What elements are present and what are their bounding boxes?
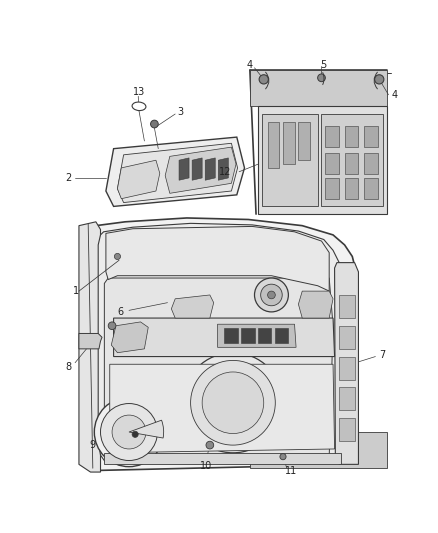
Polygon shape xyxy=(192,158,202,180)
Circle shape xyxy=(261,284,282,306)
Text: 11: 11 xyxy=(285,465,297,475)
Polygon shape xyxy=(325,126,339,147)
Circle shape xyxy=(280,454,286,460)
Text: 5: 5 xyxy=(321,60,327,70)
Text: 12: 12 xyxy=(219,167,231,177)
Circle shape xyxy=(191,360,276,445)
Polygon shape xyxy=(335,263,358,464)
Polygon shape xyxy=(275,328,288,343)
Circle shape xyxy=(259,75,268,84)
Polygon shape xyxy=(364,178,378,199)
Circle shape xyxy=(268,291,276,299)
Polygon shape xyxy=(339,295,355,318)
Text: 1: 1 xyxy=(73,286,79,296)
Circle shape xyxy=(114,253,120,260)
Text: 4: 4 xyxy=(247,61,253,70)
Polygon shape xyxy=(171,295,214,318)
Polygon shape xyxy=(104,278,333,457)
Polygon shape xyxy=(110,364,335,453)
Polygon shape xyxy=(224,328,237,343)
Circle shape xyxy=(206,441,214,449)
Polygon shape xyxy=(179,158,189,180)
Polygon shape xyxy=(345,152,358,174)
Circle shape xyxy=(151,120,158,128)
Circle shape xyxy=(202,372,264,433)
Polygon shape xyxy=(298,122,310,160)
Polygon shape xyxy=(298,291,333,318)
Text: 2: 2 xyxy=(65,173,71,183)
Polygon shape xyxy=(79,222,100,472)
Circle shape xyxy=(100,403,158,461)
Polygon shape xyxy=(113,318,335,357)
Circle shape xyxy=(108,322,116,329)
Polygon shape xyxy=(268,122,279,168)
Polygon shape xyxy=(325,152,339,174)
Text: 13: 13 xyxy=(133,87,145,98)
Polygon shape xyxy=(345,178,358,199)
Polygon shape xyxy=(218,324,296,348)
Polygon shape xyxy=(339,418,355,441)
Circle shape xyxy=(112,415,146,449)
Circle shape xyxy=(94,398,164,467)
Text: 6: 6 xyxy=(117,307,124,317)
Circle shape xyxy=(132,431,138,438)
Polygon shape xyxy=(106,227,329,291)
Text: 4: 4 xyxy=(392,90,398,100)
Polygon shape xyxy=(345,126,358,147)
Circle shape xyxy=(318,74,325,82)
Circle shape xyxy=(254,278,288,312)
Polygon shape xyxy=(262,114,318,206)
Polygon shape xyxy=(325,178,339,199)
Polygon shape xyxy=(103,453,341,464)
Polygon shape xyxy=(339,326,355,349)
Text: 7: 7 xyxy=(379,350,385,360)
Polygon shape xyxy=(250,70,387,106)
Text: 9: 9 xyxy=(90,440,96,450)
Polygon shape xyxy=(339,387,355,410)
Polygon shape xyxy=(117,143,237,203)
Polygon shape xyxy=(240,328,254,343)
Polygon shape xyxy=(165,147,236,193)
Text: 10: 10 xyxy=(200,461,212,471)
Polygon shape xyxy=(283,122,294,164)
Polygon shape xyxy=(106,137,244,206)
Polygon shape xyxy=(339,357,355,379)
Polygon shape xyxy=(98,223,341,463)
Text: 8: 8 xyxy=(65,361,71,372)
Polygon shape xyxy=(364,126,378,147)
Text: 3: 3 xyxy=(177,107,184,117)
Polygon shape xyxy=(111,322,148,353)
Ellipse shape xyxy=(132,102,146,110)
Circle shape xyxy=(374,75,384,84)
Polygon shape xyxy=(83,218,356,471)
Polygon shape xyxy=(79,334,102,349)
Polygon shape xyxy=(205,158,215,180)
Polygon shape xyxy=(117,160,160,199)
Polygon shape xyxy=(250,432,387,468)
Polygon shape xyxy=(258,328,272,343)
Wedge shape xyxy=(129,420,164,438)
Circle shape xyxy=(183,353,283,453)
Polygon shape xyxy=(218,158,228,180)
Polygon shape xyxy=(258,106,387,214)
Polygon shape xyxy=(321,114,383,206)
Polygon shape xyxy=(364,152,378,174)
